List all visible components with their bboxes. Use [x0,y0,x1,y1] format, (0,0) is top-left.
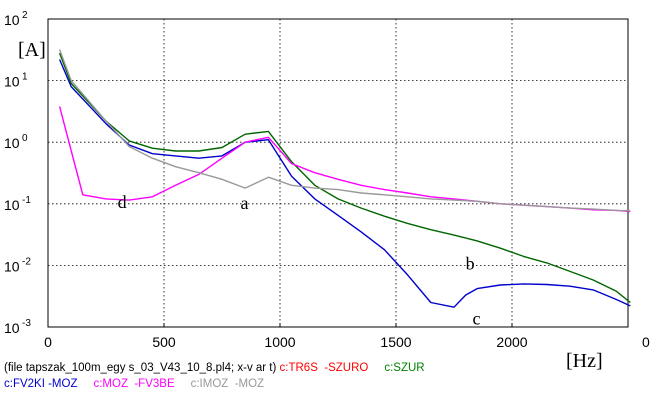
curve-label-b: b [466,254,475,274]
series-line-2 [58,52,631,304]
y-tick-label: 10 [4,320,20,336]
x-tick-label: 0 [44,334,52,350]
series-line-1 [58,59,631,308]
caption-line-1-part-4: c:SZUR [384,362,425,374]
plot-border [47,18,629,328]
x-tick-label: 1500 [380,334,411,350]
curve-label-a: a [241,193,249,213]
caption-line-2-part-1: c:FV2KI -MOZ [4,378,78,390]
y-tick-label: 10 [4,135,20,151]
series-line-3 [58,106,631,213]
caption-line-1-part-2: c:TR6S -SZURO [279,362,369,374]
x-end-tick-label: 0 [642,334,650,350]
y-tick-label: 10 [4,197,20,213]
y-tick-label: 10 [4,258,20,274]
y-tick-exponent: -3 [22,318,31,329]
caption-line-2-part-5: c:IMOZ -MOZ [190,378,265,390]
curve-label-d: d [118,192,127,212]
caption-line-1-part-3 [368,362,384,374]
series-line-4 [58,49,631,212]
annotations: a b c d [118,192,481,328]
x-tick-label: 1000 [264,334,295,350]
y-axis-label: [A] [18,39,46,61]
y-tick-label: 10 [4,74,20,90]
caption-line-2-part-3: c:MOZ -FV3BE [93,378,175,390]
curve-label-c: c [473,308,481,328]
x-axis-label: [Hz] [566,350,603,372]
x-tick-label: 500 [152,334,176,350]
caption-line-2: c:FV2KI -MOZ c:MOZ -FV3BE c:IMOZ -MOZ [4,378,264,390]
y-tick-exponent: -2 [22,256,31,267]
caption-line-1-part-1: (file tapszak_100m_egy s_03_V43_10_8.pl4… [4,362,280,374]
y-tick-label: 10 [4,12,20,28]
series-layer [58,49,631,308]
caption-line-2-part-4 [175,378,191,390]
y-tick-exponent: 1 [22,72,28,83]
plot-frame [47,18,629,328]
y-tick-exponent: -1 [22,195,31,206]
grid [48,19,628,327]
y-tick-exponent: 2 [22,10,28,21]
caption-line-1: (file tapszak_100m_egy s_03_V43_10_8.pl4… [4,362,425,374]
y-tick-exponent: 0 [22,133,28,144]
x-tick-label: 2000 [496,334,527,350]
caption-line-2-part-2 [77,378,93,390]
